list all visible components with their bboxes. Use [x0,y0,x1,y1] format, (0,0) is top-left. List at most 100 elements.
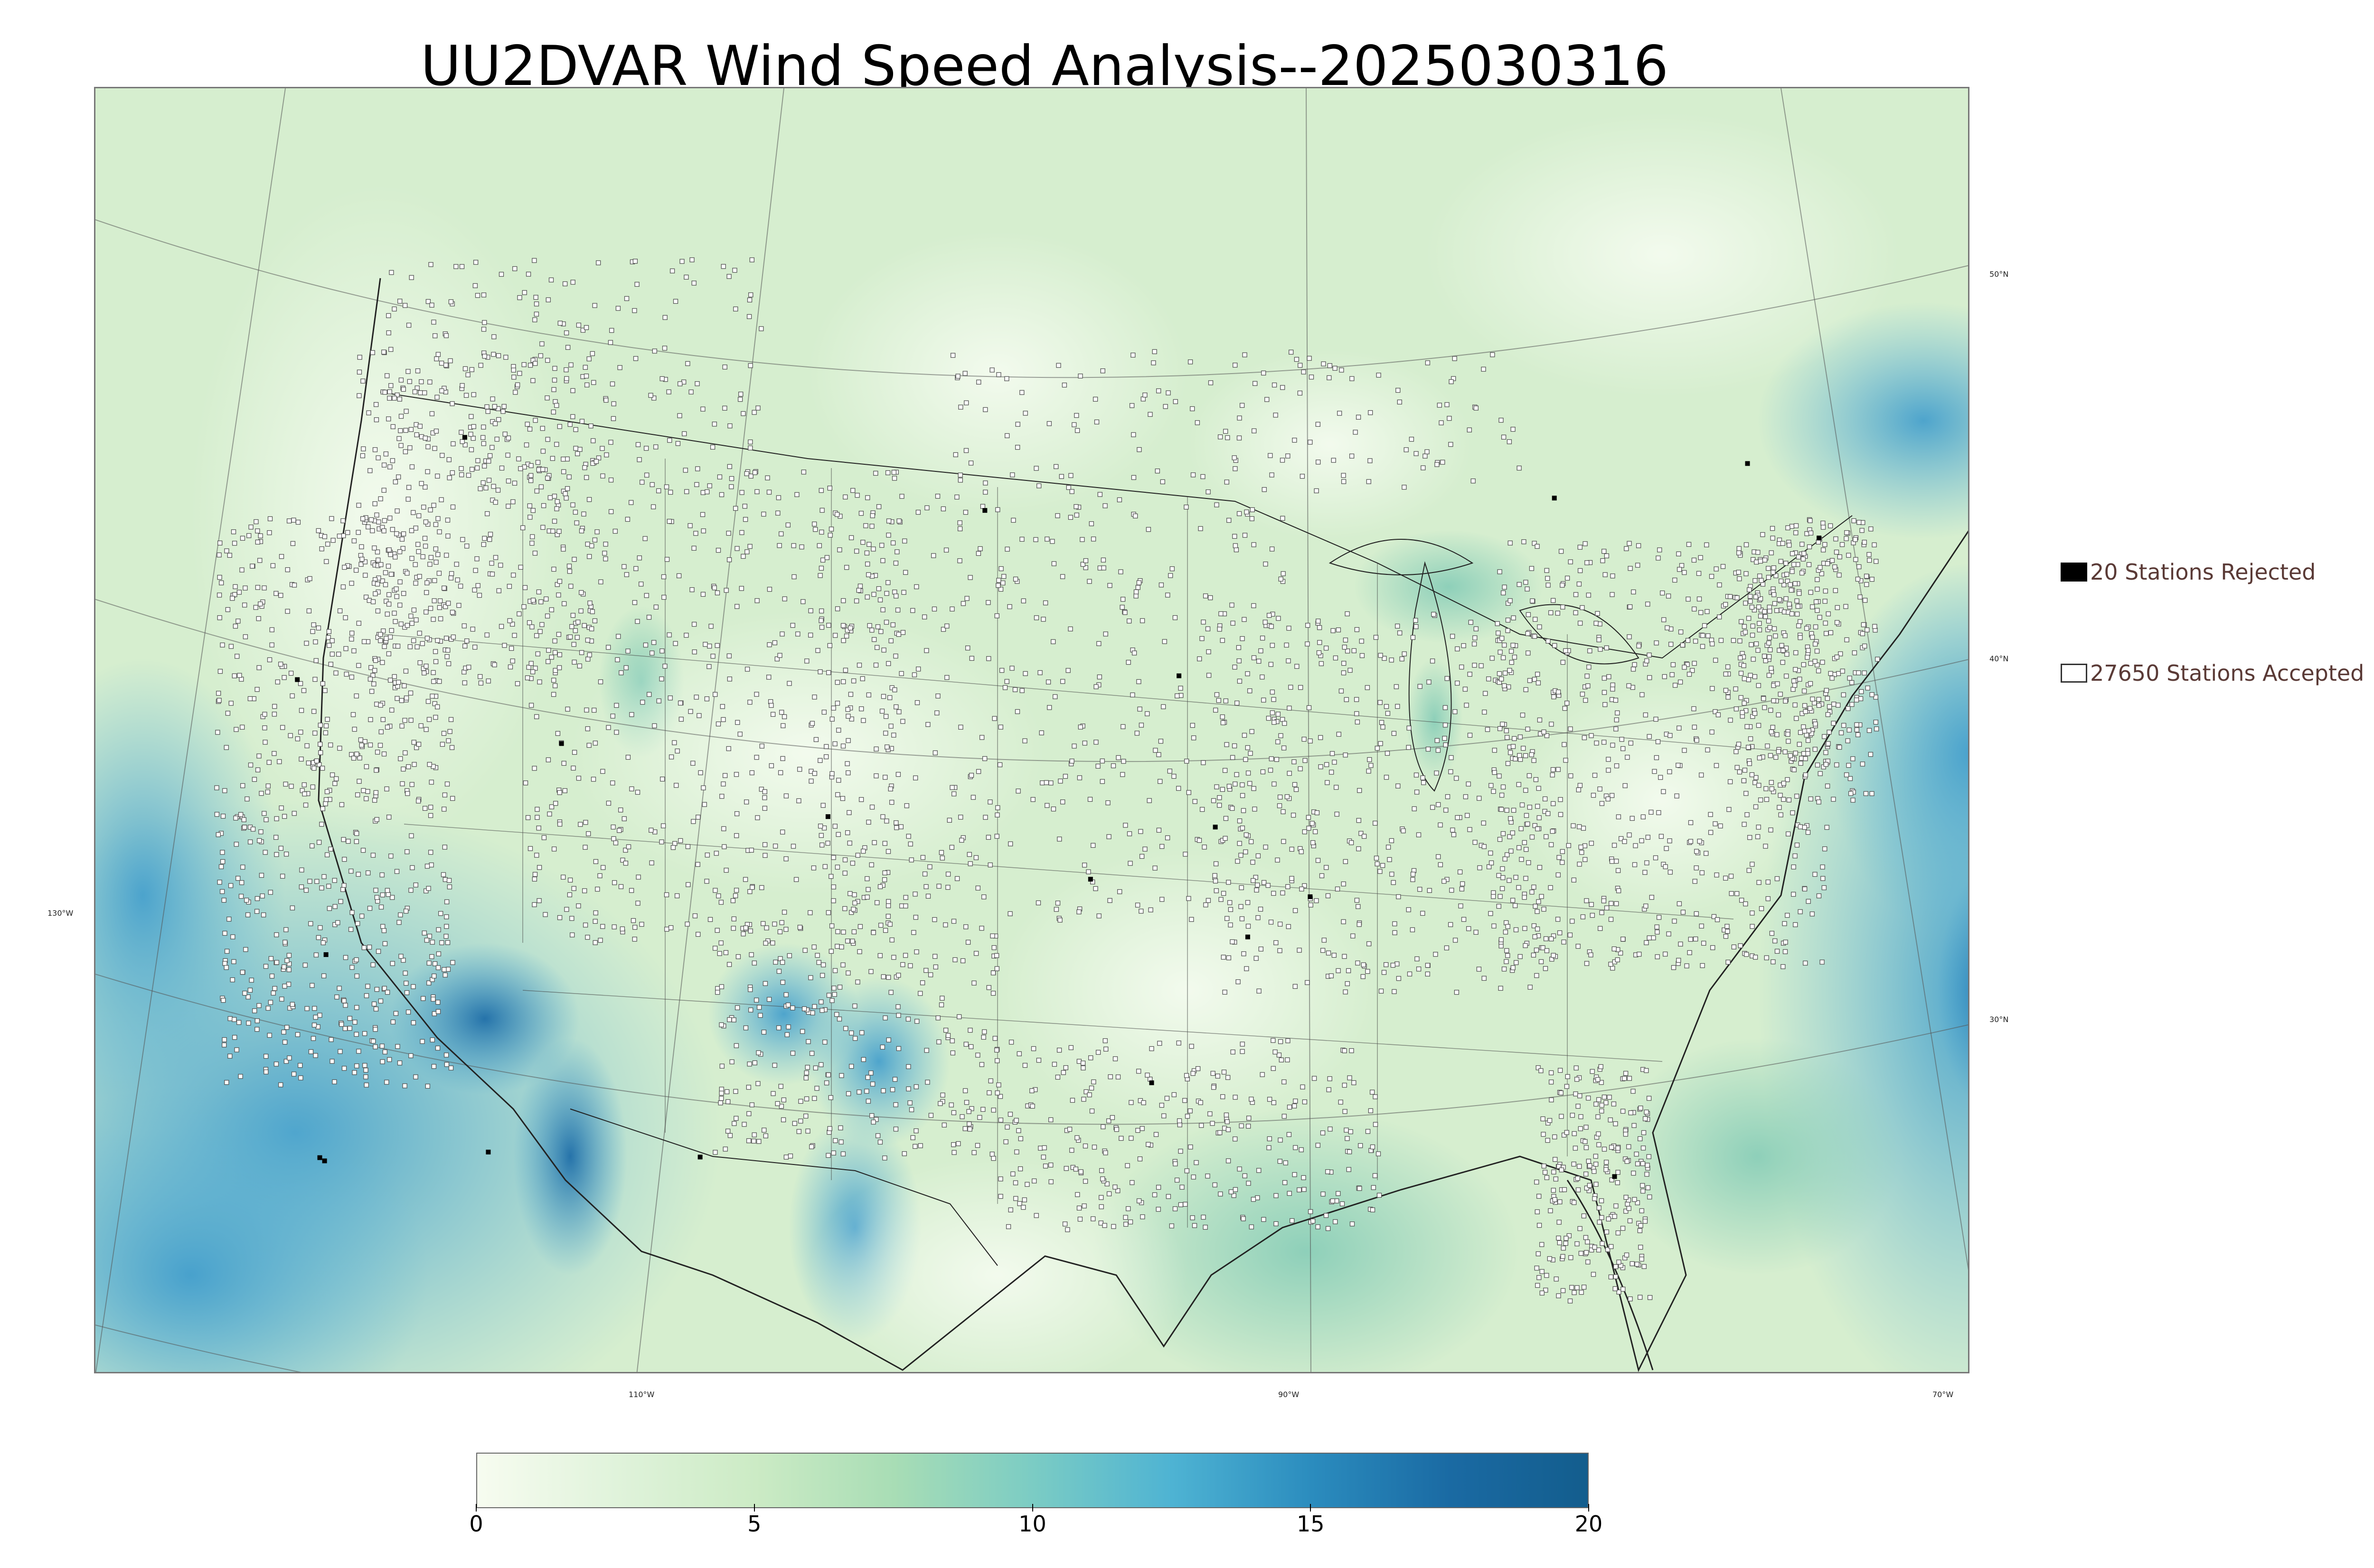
accepted-station-marker [279,805,284,811]
accepted-station-marker [1758,558,1763,564]
accepted-station-marker [232,1017,237,1022]
accepted-station-marker [1052,1061,1057,1067]
accepted-station-marker [1602,549,1607,554]
accepted-station-marker [1345,1136,1350,1141]
accepted-station-marker [1289,876,1294,881]
accepted-station-marker [334,994,339,1000]
accepted-station-marker [759,885,764,890]
accepted-station-marker [1278,1039,1283,1044]
accepted-station-marker [1510,898,1516,903]
accepted-station-marker [791,574,797,580]
accepted-station-marker [373,1006,379,1012]
accepted-station-marker [466,665,471,670]
accepted-station-marker [1255,1195,1260,1201]
accepted-station-marker [1764,797,1770,802]
accepted-station-marker [313,952,319,958]
accepted-station-marker [1372,1173,1378,1178]
accepted-station-marker [403,970,408,976]
accepted-station-marker [431,1064,437,1069]
accepted-station-marker [1165,592,1170,598]
accepted-station-marker [1356,904,1361,909]
accepted-station-marker [1555,872,1561,878]
accepted-station-marker [1242,617,1247,622]
accepted-station-marker [528,463,534,469]
accepted-station-marker [354,693,359,699]
accepted-station-marker [1599,1198,1604,1203]
accepted-station-marker [819,608,824,614]
accepted-station-marker [770,940,775,946]
accepted-station-marker [567,422,573,427]
accepted-station-marker [481,292,487,298]
accepted-station-marker [1517,465,1522,471]
accepted-station-marker [1625,754,1630,760]
accepted-station-marker [1609,1145,1614,1150]
accepted-station-marker [1574,1285,1580,1290]
accepted-station-marker [831,1150,836,1155]
accepted-station-marker [1083,1179,1088,1184]
accepted-station-marker [766,675,772,680]
accepted-station-marker [674,893,680,899]
accepted-station-marker [986,600,991,605]
accepted-station-marker [1214,692,1220,697]
accepted-station-marker [763,981,768,986]
accepted-station-marker [409,620,415,626]
accepted-station-marker [372,798,377,803]
accepted-station-marker [1672,577,1677,583]
accepted-station-marker [582,888,587,893]
accepted-station-marker [356,503,361,508]
lake-superior [1328,539,1474,575]
accepted-station-marker [818,758,823,763]
accepted-station-marker [781,1097,786,1103]
accepted-station-marker [1292,782,1298,787]
accepted-station-marker [386,601,392,607]
accepted-station-marker [813,527,818,532]
accepted-station-marker [1239,885,1244,891]
accepted-station-marker [1770,526,1775,531]
accepted-station-marker [495,488,501,493]
accepted-station-marker [1385,845,1391,850]
accepted-station-marker [1769,780,1774,785]
accepted-station-marker [427,762,432,767]
accepted-station-marker [1646,1096,1652,1101]
accepted-station-marker [580,328,586,333]
accepted-station-marker [1067,1127,1073,1132]
accepted-station-marker [1534,973,1539,978]
accepted-station-marker [1741,778,1747,783]
accepted-station-marker [397,1060,403,1066]
accepted-station-marker [1278,733,1283,738]
accepted-station-marker [1274,757,1280,762]
accepted-station-marker [1733,706,1739,712]
accepted-station-marker [766,489,772,495]
accepted-station-marker [950,1050,955,1056]
accepted-station-marker [1752,578,1758,583]
accepted-station-marker [780,631,785,637]
accepted-station-marker [1601,898,1607,903]
accepted-station-marker [571,886,576,891]
accepted-station-marker [1507,750,1513,755]
accepted-station-marker [432,446,437,451]
accepted-station-marker [341,883,347,888]
accepted-station-marker [1232,455,1237,460]
accepted-station-marker [466,472,471,478]
accepted-station-marker [1438,862,1443,867]
accepted-station-marker [1104,1181,1110,1187]
accepted-station-marker [1844,530,1849,535]
accepted-station-marker [846,770,851,776]
accepted-station-marker [1034,1213,1039,1218]
accepted-station-marker [1241,951,1246,957]
accepted-station-marker [1589,733,1594,738]
accepted-station-marker [924,1048,929,1053]
accepted-station-marker [1824,825,1829,830]
accepted-station-marker [1509,660,1514,665]
accepted-station-marker [1004,376,1009,381]
rejected-station-marker [1308,894,1313,899]
accepted-station-marker [577,447,583,452]
accepted-station-marker [702,802,707,807]
accepted-station-marker [573,509,578,515]
accepted-station-marker [846,714,851,719]
accepted-station-marker [871,546,876,552]
wind-blob [808,1156,1187,1372]
accepted-station-marker [903,903,908,909]
accepted-station-marker [283,851,289,857]
accepted-station-marker [1620,1286,1626,1292]
